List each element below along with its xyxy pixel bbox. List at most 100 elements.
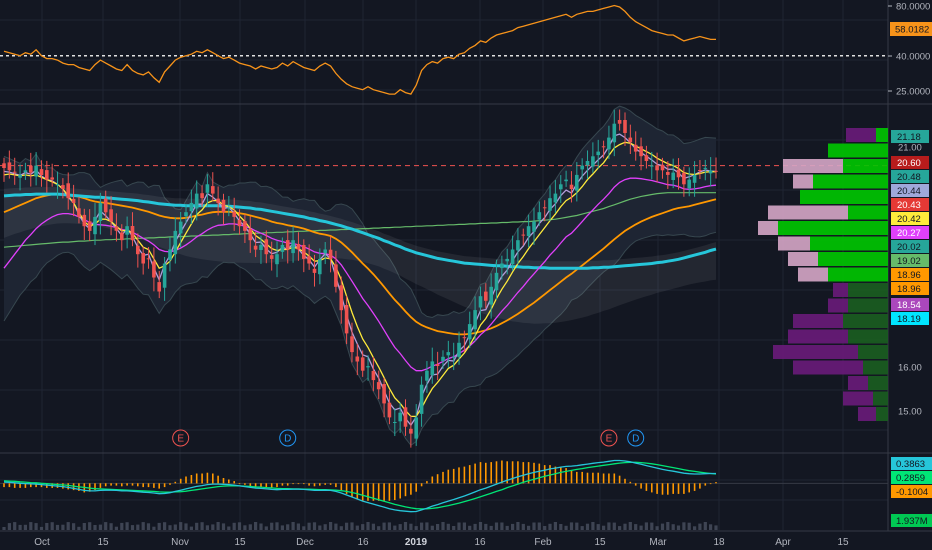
candle-body[interactable]: [617, 120, 622, 124]
candle-body[interactable]: [194, 193, 199, 209]
candle-body[interactable]: [537, 212, 542, 220]
candle-body[interactable]: [302, 245, 306, 259]
candle-body[interactable]: [360, 357, 365, 371]
candle-body[interactable]: [366, 366, 370, 368]
macd-panel[interactable]: [0, 459, 888, 531]
candle-body[interactable]: [494, 272, 499, 291]
candle-body[interactable]: [526, 226, 531, 237]
candle-body[interactable]: [173, 230, 178, 255]
candle-body[interactable]: [205, 184, 210, 193]
candle-body[interactable]: [296, 244, 301, 250]
candle-body[interactable]: [387, 402, 392, 418]
candle-body[interactable]: [125, 226, 129, 235]
candle-body[interactable]: [45, 170, 49, 180]
candle-body[interactable]: [467, 324, 472, 340]
candle-body[interactable]: [243, 221, 247, 231]
candle-body[interactable]: [275, 254, 279, 265]
candle-body[interactable]: [371, 371, 376, 381]
event-marker[interactable]: [627, 429, 645, 447]
candle-body[interactable]: [376, 382, 381, 390]
candle-body[interactable]: [7, 162, 12, 171]
candle-body[interactable]: [682, 173, 686, 185]
rsi-panel[interactable]: [0, 4, 888, 95]
candle-body[interactable]: [157, 282, 161, 292]
candle-body[interactable]: [692, 174, 697, 183]
candle-body[interactable]: [350, 336, 354, 353]
candle-body[interactable]: [34, 165, 38, 177]
candle-body[interactable]: [553, 193, 558, 203]
candle-body[interactable]: [130, 226, 135, 241]
candle-body[interactable]: [435, 364, 440, 366]
candle-body[interactable]: [323, 249, 327, 254]
candle-body[interactable]: [564, 179, 568, 182]
candle-body[interactable]: [585, 161, 590, 166]
candle-body[interactable]: [87, 221, 92, 231]
candle-body[interactable]: [505, 258, 509, 262]
candle-body[interactable]: [601, 146, 606, 148]
candle-body[interactable]: [666, 172, 670, 175]
candle-body[interactable]: [591, 156, 595, 167]
candle-body[interactable]: [521, 234, 526, 236]
candle-body[interactable]: [650, 165, 654, 167]
candle-body[interactable]: [200, 193, 204, 199]
candle-body[interactable]: [2, 163, 6, 168]
candle-body[interactable]: [542, 207, 547, 209]
candle-body[interactable]: [500, 263, 504, 269]
candle-body[interactable]: [291, 240, 295, 254]
candle-body[interactable]: [211, 186, 215, 194]
candle-body[interactable]: [216, 198, 220, 203]
candle-body[interactable]: [639, 146, 643, 157]
candle-body[interactable]: [71, 198, 76, 203]
candle-body[interactable]: [393, 422, 397, 423]
candle-body[interactable]: [623, 120, 627, 133]
candle-body[interactable]: [50, 177, 54, 180]
candle-body[interactable]: [232, 211, 236, 217]
time-axis[interactable]: Oct 15 Nov 15 Dec 16 2019 16 Feb 15 Mar 18 Apr 15: [34, 537, 849, 548]
candle-body[interactable]: [708, 170, 713, 174]
candle-body[interactable]: [328, 249, 333, 259]
candle-body[interactable]: [441, 356, 445, 361]
candle-body[interactable]: [93, 216, 97, 235]
candle-body[interactable]: [285, 240, 290, 250]
candle-body[interactable]: [430, 361, 435, 376]
candle-body[interactable]: [398, 412, 402, 422]
candle-body[interactable]: [559, 184, 563, 190]
candle-body[interactable]: [269, 255, 274, 259]
candle-body[interactable]: [489, 286, 493, 305]
candle-body[interactable]: [39, 169, 44, 175]
candle-body[interactable]: [259, 244, 263, 250]
candle-body[interactable]: [98, 202, 103, 221]
candle-body[interactable]: [23, 170, 28, 173]
candle-body[interactable]: [237, 220, 242, 227]
event-marker[interactable]: [279, 429, 297, 447]
candle-body[interactable]: [344, 305, 349, 334]
candle-body[interactable]: [548, 198, 552, 211]
candle-body[interactable]: [703, 167, 708, 169]
candle-body[interactable]: [77, 208, 81, 217]
candle-body[interactable]: [510, 249, 515, 265]
candle-body[interactable]: [114, 226, 119, 231]
event-marker[interactable]: [600, 429, 618, 447]
candle-body[interactable]: [633, 144, 638, 152]
candle-body[interactable]: [29, 165, 33, 173]
candle-body[interactable]: [152, 261, 156, 278]
candle-body[interactable]: [61, 185, 65, 189]
candle-body[interactable]: [280, 244, 285, 252]
candle-body[interactable]: [382, 384, 386, 404]
candle-body[interactable]: [446, 352, 451, 356]
candle-body[interactable]: [146, 258, 151, 260]
candle-body[interactable]: [82, 214, 87, 227]
candle-body[interactable]: [339, 285, 344, 311]
candle-body[interactable]: [628, 137, 633, 143]
candle-body[interactable]: [478, 296, 483, 308]
candle-body[interactable]: [660, 164, 665, 171]
candle-body[interactable]: [419, 384, 424, 414]
candle-body[interactable]: [569, 184, 574, 189]
candle-body[interactable]: [451, 356, 456, 358]
candle-body[interactable]: [414, 417, 418, 439]
candle-body[interactable]: [103, 198, 108, 213]
candle-body[interactable]: [141, 253, 145, 264]
candle-body[interactable]: [403, 407, 408, 427]
candle-body[interactable]: [532, 221, 536, 232]
